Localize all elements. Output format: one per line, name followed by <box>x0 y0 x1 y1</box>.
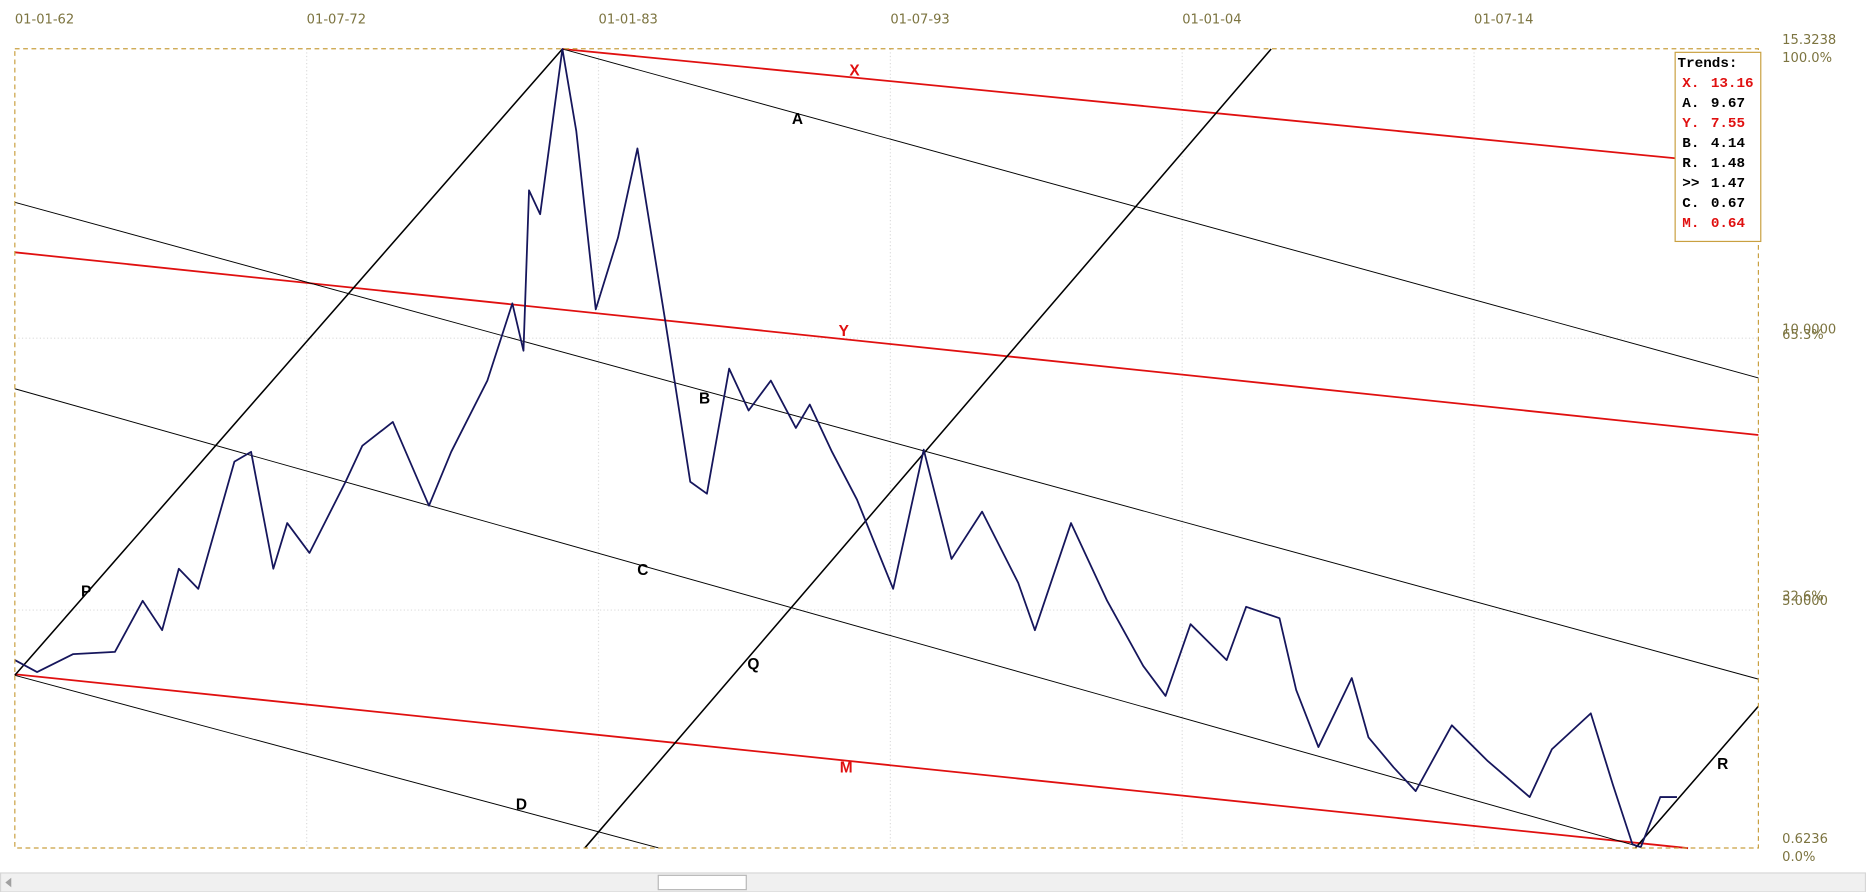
x-tick-label: 01-01-83 <box>599 13 658 28</box>
y2-tick-label: 0.0% <box>1782 850 1815 865</box>
x-tick-label: 01-01-62 <box>15 13 74 28</box>
scroll-track[interactable] <box>0 872 1866 892</box>
grid <box>14 48 1759 848</box>
legend-value: 1.48 <box>1711 156 1745 172</box>
trend-line <box>14 48 563 676</box>
trend-line <box>584 48 1272 849</box>
trend-label: A <box>792 111 803 128</box>
y-tick-label: 0.6236 <box>1782 832 1828 847</box>
trend-label: C <box>637 562 648 579</box>
legend-label: R. <box>1682 156 1699 172</box>
y-tick-label: 15.3238 <box>1782 33 1836 48</box>
trend-line <box>14 673 1689 850</box>
y-tick-label: 5.0000 <box>1782 594 1828 609</box>
legend-label: X. <box>1682 76 1699 92</box>
trend-line <box>14 251 1759 436</box>
legend-label: A. <box>1682 96 1699 112</box>
legend-value: 13.16 <box>1711 76 1754 92</box>
plot <box>14 48 1759 850</box>
legend-label: B. <box>1682 136 1699 152</box>
scroll-left-arrow[interactable] <box>5 877 12 888</box>
x-tick-label: 01-07-14 <box>1474 13 1533 28</box>
legend-label: M. <box>1682 216 1699 232</box>
legend-value: 0.67 <box>1711 196 1745 212</box>
trend-line <box>14 674 660 849</box>
trend-line <box>1634 705 1759 849</box>
trend-label: P <box>81 583 91 600</box>
legend-title: Trends: <box>1678 56 1738 72</box>
trend-label: D <box>516 796 527 813</box>
legend-value: 1.47 <box>1711 176 1745 192</box>
legend: Trends: X. 13.16 A. 9.67 Y. 7.55 B. 4.14 R. 1.48 >… <box>1674 51 1762 243</box>
trend-label: X <box>849 62 860 79</box>
trend-line <box>562 48 1759 168</box>
legend-label: C. <box>1682 196 1699 212</box>
legend-value: 0.64 <box>1711 216 1746 232</box>
plot-border <box>14 48 1759 849</box>
legend-box <box>1674 51 1762 243</box>
y2-tick-label: 65.3% <box>1782 328 1824 343</box>
legend-value: 9.67 <box>1711 96 1745 112</box>
price-line <box>14 48 1677 848</box>
x-tick-label: 01-07-72 <box>307 13 366 28</box>
trend-label: M <box>840 759 853 776</box>
legend-value: 7.55 <box>1711 116 1745 132</box>
legend-label: >> <box>1682 176 1699 192</box>
legend-value: 4.14 <box>1711 136 1746 152</box>
x-tick-label: 01-07-93 <box>890 13 949 28</box>
legend-label: Y. <box>1682 116 1699 132</box>
scroll-thumb[interactable] <box>657 874 747 891</box>
scrollbar[interactable] <box>0 872 1866 892</box>
trend-line <box>562 48 1759 379</box>
trend-label: Q <box>747 656 759 673</box>
x-tick-label: 01-01-04 <box>1182 13 1241 28</box>
y2-tick-label: 100.0% <box>1782 51 1832 66</box>
trend-label: Y <box>839 323 850 340</box>
trend-line <box>14 388 1641 848</box>
trend-label: R <box>1717 756 1728 773</box>
trend-label: B <box>699 391 710 408</box>
y-tick-label: 10.0000 <box>1782 322 1836 337</box>
trend-line <box>14 201 1759 680</box>
y2-tick-label: 32.6% <box>1782 589 1824 604</box>
